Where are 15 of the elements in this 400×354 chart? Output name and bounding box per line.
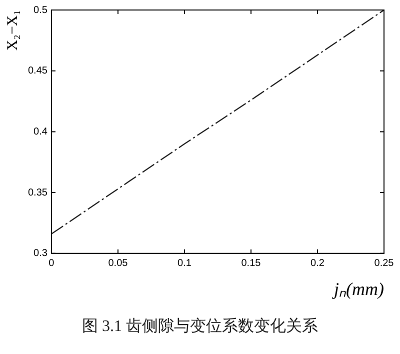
- x-tick-label: 0.05: [108, 258, 128, 270]
- x-tick-label: 0.1: [178, 258, 192, 270]
- y-tick-label: 0.35: [28, 187, 48, 198]
- y-tick-label: 0.45: [28, 66, 48, 77]
- caption: 图 3.1 齿侧隙与变位系数变化关系: [81, 316, 319, 337]
- y-tick-label: 0.4: [34, 126, 48, 138]
- y-axis-title: X₂−X₁: [4, 10, 21, 51]
- x-tick-label: 0.2: [310, 258, 325, 270]
- y-tick-label: 0.5: [34, 4, 48, 16]
- x-tick-label: 0.15: [241, 258, 262, 270]
- line-series: [51, 10, 384, 235]
- y-tick-label: 0.3: [34, 248, 48, 260]
- x-tick-label: 0: [48, 258, 55, 270]
- x-axis-title: jₙ(mm): [332, 278, 384, 299]
- x-tick-label: 0.25: [374, 258, 394, 270]
